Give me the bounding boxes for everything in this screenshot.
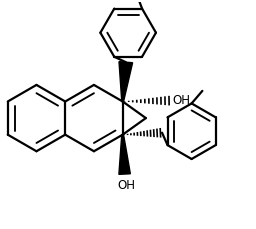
Text: OH: OH — [118, 180, 135, 192]
Polygon shape — [119, 135, 130, 174]
Polygon shape — [119, 62, 133, 102]
Text: OH: OH — [173, 94, 191, 107]
